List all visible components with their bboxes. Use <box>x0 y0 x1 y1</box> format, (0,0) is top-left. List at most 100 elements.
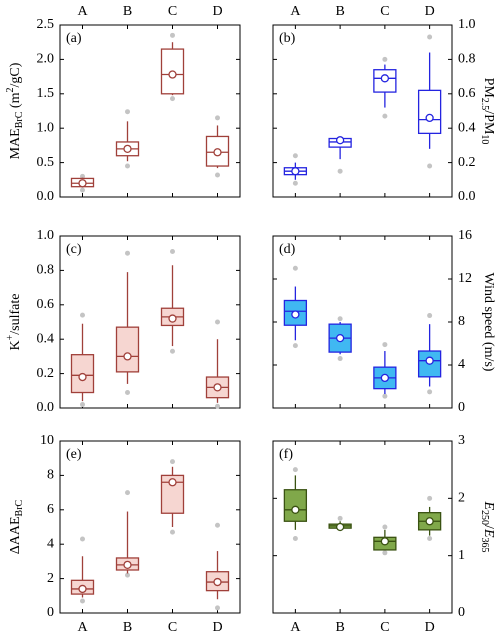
y-tick-label: 1.5 <box>37 86 55 101</box>
plot-frame <box>272 24 453 198</box>
flier <box>80 598 85 604</box>
y-tick-label: 0.0 <box>37 400 55 415</box>
mean <box>168 314 177 323</box>
panel-label: (d) <box>279 242 296 257</box>
flier <box>427 313 433 319</box>
flier <box>125 490 130 496</box>
flier <box>80 173 85 179</box>
y-axis-label-part: Wind speed (m/s) <box>481 273 496 372</box>
plot-frame <box>59 440 241 614</box>
flier <box>125 109 130 115</box>
mean <box>291 505 300 514</box>
flier <box>170 32 175 38</box>
panel-label: (b) <box>279 31 296 46</box>
flier <box>292 467 298 473</box>
flier <box>170 248 175 254</box>
mean <box>123 352 132 361</box>
flier <box>170 96 175 102</box>
mean <box>168 70 177 79</box>
flier <box>337 168 343 174</box>
x-tick-label: D <box>425 620 435 635</box>
mean <box>335 522 345 532</box>
y-tick-label: 0.6 <box>458 86 476 101</box>
mean <box>425 356 434 365</box>
box <box>283 489 308 522</box>
panel-label: (a) <box>66 31 82 46</box>
x-tick-label: D <box>425 4 435 19</box>
flier <box>80 312 85 318</box>
flier <box>382 342 388 348</box>
y-axis-label-part: ΔAAE <box>8 516 23 554</box>
mean <box>78 372 87 382</box>
y-tick-label: 4 <box>47 536 54 551</box>
y-axis-label-part: /PM <box>481 110 496 135</box>
y-axis-label-part: + <box>5 334 16 340</box>
flier <box>427 535 433 541</box>
panel-label: (c) <box>66 242 82 257</box>
y-tick-label: 2 <box>458 491 465 506</box>
y-tick-label: 2.5 <box>37 17 55 32</box>
y-tick-label: 2.0 <box>37 52 55 67</box>
y-axis-label-part: K <box>8 340 23 350</box>
flier <box>170 459 175 465</box>
flier <box>427 163 433 169</box>
y-tick-label: 8 <box>47 468 54 483</box>
flier <box>170 348 175 354</box>
mean <box>213 148 222 157</box>
panel-label: (e) <box>66 447 82 462</box>
y-tick-label: 0 <box>458 605 465 620</box>
y-tick-label: 0.4 <box>37 331 55 346</box>
flier <box>427 495 433 501</box>
y-tick-label: 0.8 <box>37 263 55 278</box>
box <box>417 89 442 135</box>
flier <box>215 522 220 528</box>
y-axis-label: K+/sulfate <box>5 294 23 351</box>
y-axis-label-part: / <box>481 525 496 529</box>
mean <box>335 136 345 145</box>
flier <box>427 34 433 40</box>
y-tick-label: 0 <box>458 400 465 415</box>
flier <box>125 390 130 396</box>
x-tick-label: A <box>290 620 301 635</box>
y-axis-label-part: E <box>481 528 496 538</box>
y-tick-label: 0.2 <box>37 366 55 381</box>
flier <box>382 113 388 119</box>
box <box>160 474 185 514</box>
y-tick-label: 8 <box>458 314 465 329</box>
flier <box>215 605 220 611</box>
panel-label: (f) <box>279 447 293 462</box>
x-tick-label: A <box>77 620 88 635</box>
x-tick-label: C <box>380 4 389 19</box>
flier <box>125 163 130 169</box>
x-tick-label: A <box>290 4 301 19</box>
y-tick-label: 12 <box>458 271 472 286</box>
y-tick-label: 0.4 <box>458 120 476 135</box>
flier <box>337 515 343 521</box>
plot-frame <box>59 235 241 409</box>
mean <box>123 144 132 153</box>
flier <box>292 343 298 349</box>
y-axis-label: MAEBrC (m2/gC) <box>5 62 25 159</box>
mean <box>380 373 390 383</box>
flier <box>427 389 433 395</box>
y-tick-label: 0.0 <box>458 189 476 204</box>
y-tick-label: 3 <box>458 433 465 448</box>
x-tick-label: D <box>212 4 222 19</box>
mean <box>425 113 434 123</box>
plot-frame <box>272 440 453 614</box>
flier <box>292 153 298 159</box>
flier <box>215 403 220 409</box>
flier <box>292 535 298 541</box>
flier <box>382 56 388 62</box>
y-axis-label-part: 2.5 <box>479 98 490 111</box>
y-axis-label-part: (m <box>8 92 23 111</box>
x-tick-label: B <box>123 620 132 635</box>
y-axis-label-part: 10 <box>479 134 490 144</box>
y-tick-label: 0.0 <box>37 189 55 204</box>
flier <box>382 393 388 399</box>
y-tick-label: 0.8 <box>458 52 476 67</box>
y-axis-label: Wind speed (m/s) <box>481 273 496 372</box>
y-axis-label-part: 2 <box>5 88 16 93</box>
y-tick-label: 16 <box>458 228 472 243</box>
mean <box>213 577 222 587</box>
